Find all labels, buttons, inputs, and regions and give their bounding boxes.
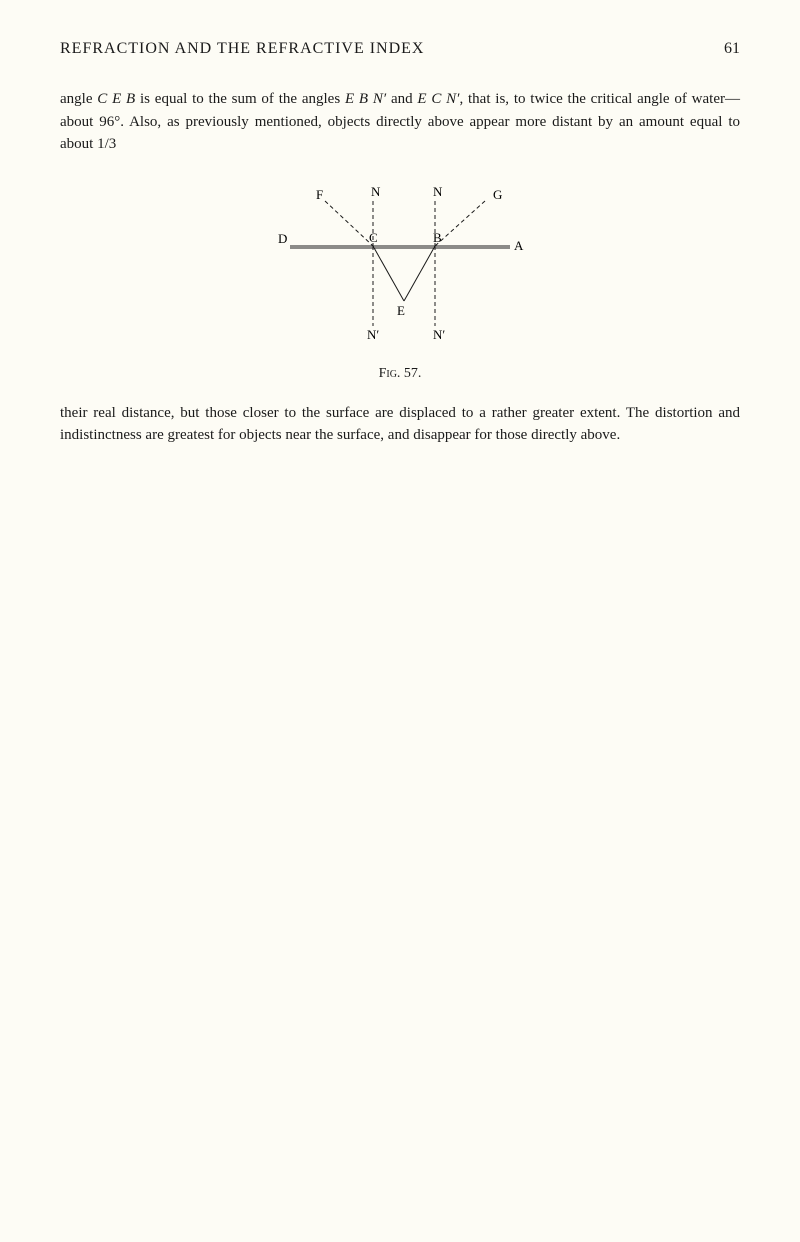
p1-run5: and xyxy=(386,91,417,107)
svg-text:N′: N′ xyxy=(433,327,445,342)
p1-run2: C E B xyxy=(97,91,135,107)
svg-text:A: A xyxy=(514,238,524,253)
svg-text:N: N xyxy=(433,184,443,199)
svg-text:N: N xyxy=(371,184,381,199)
figure-caption: Fig. 57. xyxy=(379,366,422,382)
svg-text:D: D xyxy=(278,231,287,246)
refraction-diagram: F N N G D C B A E N′ N′ xyxy=(270,176,530,356)
page-title: REFRACTION AND THE REFRACTIVE INDEX xyxy=(60,40,424,58)
paragraph-1: angle C E B is equal to the sum of the a… xyxy=(60,88,740,156)
figure-57: F N N G D C B A E N′ N′ Fig. 57. xyxy=(60,176,740,382)
svg-text:N′: N′ xyxy=(367,327,379,342)
svg-text:C: C xyxy=(369,230,378,245)
p1-run6: E C N′ xyxy=(417,91,459,107)
svg-text:E: E xyxy=(397,303,405,318)
svg-text:G: G xyxy=(493,187,502,202)
p1-run4: E B N′ xyxy=(345,91,386,107)
p1-run3: is equal to the sum of the angles xyxy=(135,91,345,107)
svg-text:B: B xyxy=(433,230,442,245)
svg-text:F: F xyxy=(316,187,323,202)
paragraph-2: their real distance, but those closer to… xyxy=(60,402,740,447)
page-number: 61 xyxy=(724,40,740,58)
p1-run1: angle xyxy=(60,91,97,107)
